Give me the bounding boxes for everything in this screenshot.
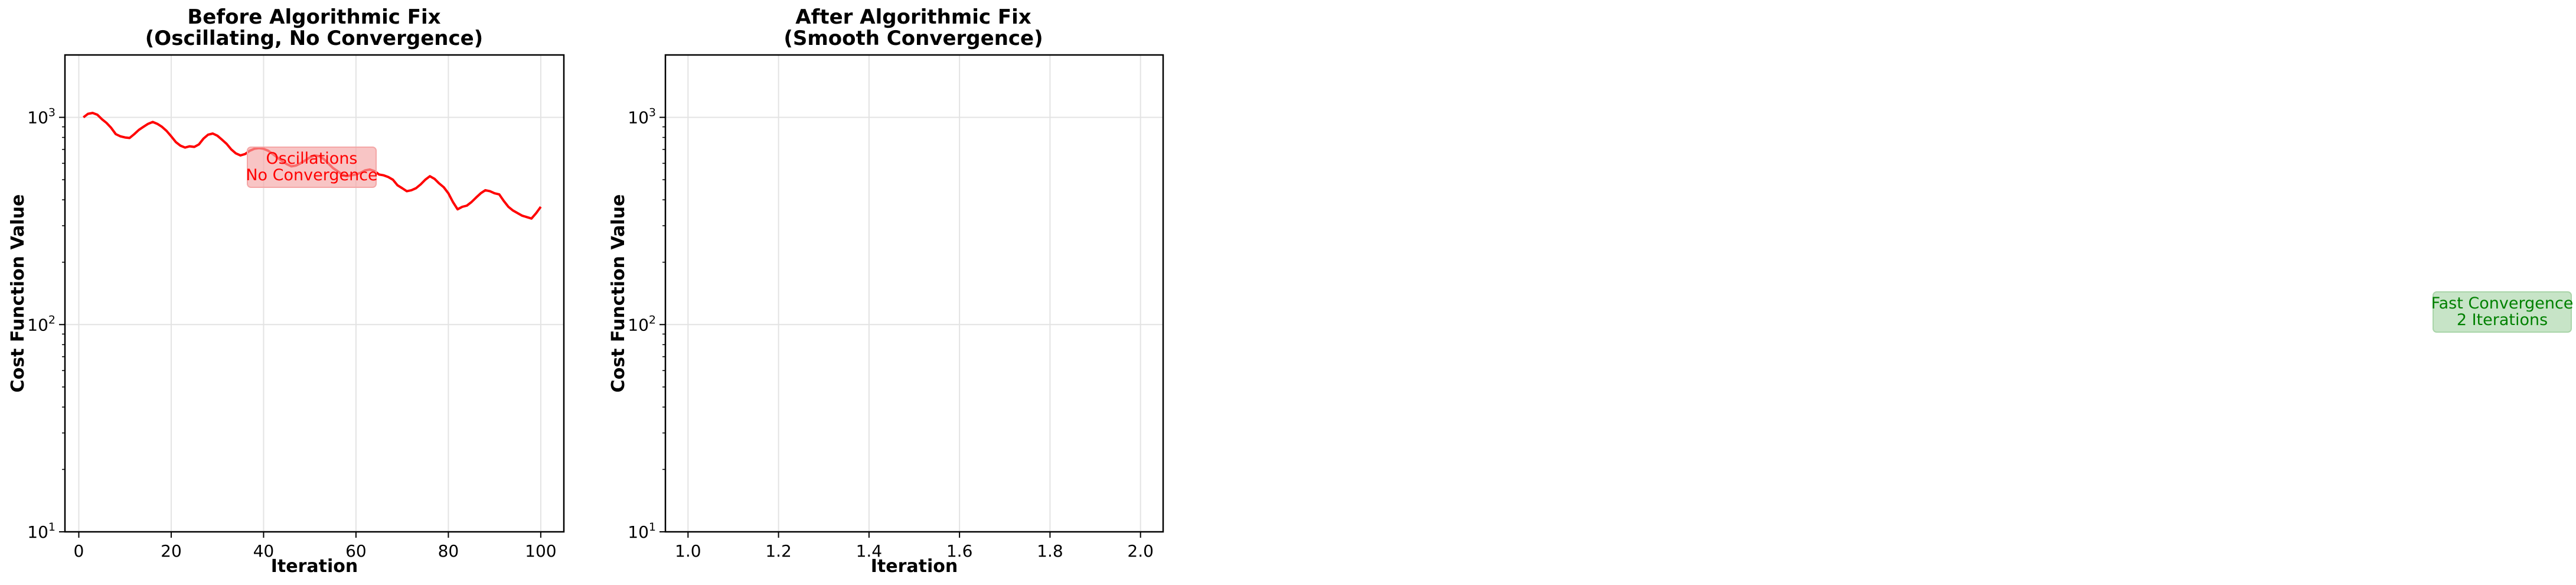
annotation-text-line-2: No Convergence: [246, 166, 377, 184]
x-tick-label: 0: [74, 541, 84, 561]
chart-title-line-1: After Algorithmic Fix: [795, 5, 1031, 29]
x-tick-label: 40: [253, 541, 275, 561]
axes-frame: [64, 54, 565, 533]
x-axis-label: Iteration: [271, 556, 358, 577]
chart-title-line-2: (Oscillating, No Convergence): [145, 27, 483, 50]
y-tick-label: 101: [27, 521, 55, 542]
y-tick-label: 103: [628, 106, 656, 128]
x-tick-label: 1.0: [675, 541, 701, 561]
chart-panel-1: 0 20 40 60 80 100 101 102 103 Before Algorithmic …: [8, 5, 565, 577]
annotation-text-line-1: Oscillations: [266, 150, 358, 168]
annotation-box: [2433, 291, 2572, 333]
x-tick-label: 1.4: [856, 541, 883, 561]
chart-title-line-1: Before Algorithmic Fix: [187, 5, 440, 29]
x-tick-label: 80: [438, 541, 459, 561]
y-tick-label: 103: [27, 106, 55, 128]
x-tick-label: 2.0: [1127, 541, 1154, 561]
chart-panel-2: 1.0 1.2 1.4 1.6 1.8 2.0 101 102 103 After Algorit…: [608, 5, 2573, 577]
y-axis-label: Cost Function Value: [608, 194, 629, 393]
chart-title-line-2: (Smooth Convergence): [783, 27, 1043, 50]
x-tick-label: 100: [525, 541, 556, 561]
axes-frame: [664, 54, 1164, 533]
x-tick-label: 60: [345, 541, 367, 561]
x-axis-label: Iteration: [871, 556, 958, 577]
x-tick-label: 1.2: [765, 541, 792, 561]
y-tick-label: 102: [628, 313, 656, 334]
y-tick-label: 101: [628, 521, 656, 542]
annotation-text-line-2: 2 Iterations: [2457, 311, 2548, 329]
y-tick-label: 102: [27, 313, 55, 334]
y-axis-label: Cost Function Value: [8, 194, 28, 393]
annotation-text-line-1: Fast Convergence: [2431, 294, 2574, 313]
x-tick-label: 1.8: [1037, 541, 1063, 561]
x-tick-label: 20: [161, 541, 182, 561]
x-tick-label: 1.6: [946, 541, 973, 561]
annotation-box: [247, 147, 377, 188]
